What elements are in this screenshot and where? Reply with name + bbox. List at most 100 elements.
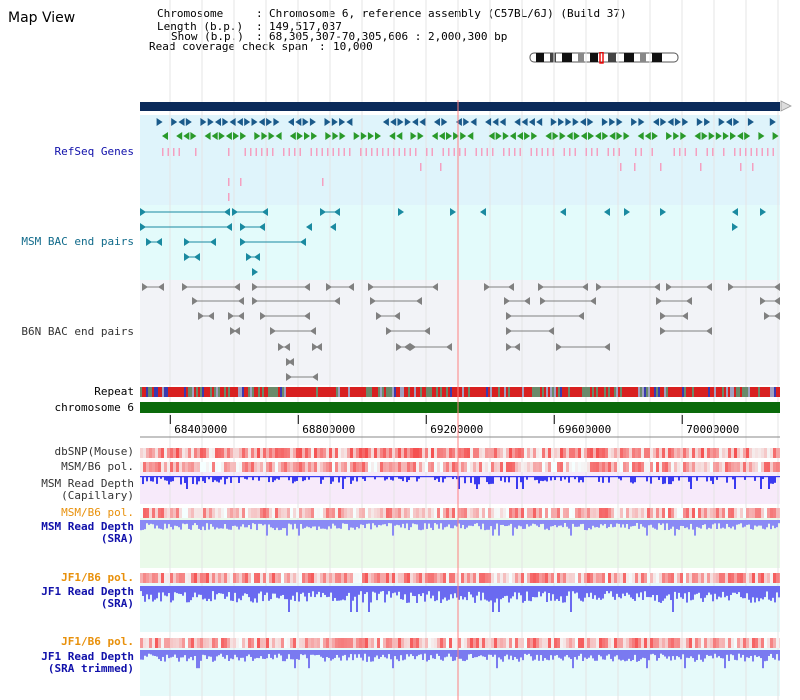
jf1-depth-sra-bar — [424, 586, 426, 602]
jf1-b6-pol-heat-cell — [614, 638, 617, 648]
refseq-transcript-tick — [442, 148, 444, 156]
jf1-b6-pol-heat-cell — [437, 573, 440, 583]
track-label-jf1-depth-trimmed[interactable]: JF1 Read Depth — [41, 650, 134, 663]
refseq-gene-mark — [438, 132, 445, 140]
refseq-gene-mark — [325, 132, 332, 140]
refseq-gene-mark — [638, 118, 645, 126]
jf1-b6-pol-heat-cell — [761, 573, 764, 583]
msm-b6-pol-heat-cell — [650, 462, 653, 472]
jf1-depth-trimmed-bar — [480, 650, 482, 656]
track-label-msm-depth-sra[interactable]: MSM Read Depth — [41, 520, 134, 533]
msm-b6-pol-heat-cell — [470, 508, 473, 518]
jf1-depth-trimmed-bar — [730, 650, 732, 655]
msm-depth-capillary-bar — [222, 476, 224, 478]
track-label-msm-bac[interactable]: MSM BAC end pairs — [21, 235, 134, 248]
msm-b6-pol-heat-cell — [554, 508, 557, 518]
refseq-gene-mark — [722, 132, 729, 140]
repeat-segment — [444, 387, 446, 397]
jf1-b6-pol-heat-cell — [737, 638, 740, 648]
track-label-jf1-b6-pol-1[interactable]: JF1/B6 pol. — [61, 571, 134, 584]
track-label-jf1-b6-pol-2[interactable]: JF1/B6 pol. — [61, 635, 134, 648]
jf1-depth-sra-bar — [272, 586, 274, 594]
refseq-gene-mark — [680, 132, 687, 140]
repeat-segment — [706, 387, 708, 397]
refseq-gene-mark — [499, 118, 506, 126]
dbsnp-heat-cell — [713, 448, 716, 458]
repeat-segment — [378, 387, 380, 397]
msm-b6-pol-heat-cell — [374, 508, 377, 518]
msm-depth-sra-bar — [634, 520, 636, 526]
msm-b6-pol-heat-cell — [281, 508, 284, 518]
refseq-transcript-tick — [596, 148, 598, 156]
repeat-segment — [164, 387, 166, 397]
dbsnp-heat-cell — [620, 448, 623, 458]
track-label-b6n-bac[interactable]: B6N BAC end pairs — [21, 325, 134, 338]
jf1-depth-trimmed-bar — [568, 650, 570, 658]
jf1-b6-pol-heat-cell — [746, 638, 749, 648]
track-label-refseq[interactable]: RefSeq Genes — [54, 145, 134, 158]
msm-depth-capillary-bar — [376, 476, 378, 478]
jf1-b6-pol-heat-cell — [542, 573, 545, 583]
jf1-depth-trimmed-bar — [154, 650, 156, 657]
track-label-msm-b6-pol-1[interactable]: MSM/B6 pol. — [61, 460, 134, 473]
jf1-depth-trimmed-bar — [464, 650, 466, 662]
msm-depth-capillary-bar — [648, 476, 650, 478]
repeat-segment — [678, 387, 680, 397]
repeat-segment — [222, 387, 224, 397]
msm-depth-capillary-bar — [284, 476, 286, 478]
msm-b6-pol-heat-cell — [758, 508, 761, 518]
repeat-segment — [548, 387, 550, 397]
repeat-segment — [482, 387, 484, 397]
track-label-msm-depth-capillary[interactable]: MSM Read Depth — [41, 477, 134, 490]
jf1-b6-pol-heat-cell — [482, 638, 485, 648]
track-label-msm-b6-pol-2[interactable]: MSM/B6 pol. — [61, 506, 134, 519]
msm-b6-pol-heat-cell — [599, 462, 602, 472]
jf1-depth-trimmed-bar — [680, 650, 682, 660]
msm-bac-pair — [240, 223, 246, 231]
jf1-b6-pol-heat-cell — [509, 573, 512, 583]
msm-depth-capillary-bar — [354, 476, 356, 478]
msm-depth-capillary-bar — [204, 476, 206, 484]
msm-depth-sra-bar — [168, 520, 170, 525]
dbsnp-heat-cell — [299, 448, 302, 458]
msm-depth-sra-bar — [348, 520, 350, 531]
jf1-depth-trimmed-bar — [420, 650, 422, 655]
jf1-b6-pol-heat-cell — [281, 573, 284, 583]
repeat-segment — [350, 387, 352, 397]
msm-depth-sra-bar — [488, 520, 490, 530]
repeat-segment — [192, 387, 194, 397]
msm-depth-sra-bar — [446, 520, 448, 527]
msm-depth-sra-bar — [318, 520, 320, 527]
jf1-b6-pol-heat-cell — [416, 573, 419, 583]
repeat-segment — [298, 387, 300, 397]
dbsnp-heat-cell — [356, 448, 359, 458]
track-label-dbsnp[interactable]: dbSNP(Mouse) — [54, 445, 134, 458]
jf1-b6-pol-heat-cell — [629, 573, 632, 583]
b6n-bac-pair — [548, 327, 554, 335]
msm-depth-sra-bar — [340, 520, 342, 529]
msm-depth-capillary-bar — [274, 476, 276, 481]
msm-b6-pol-heat-cell — [524, 462, 527, 472]
jf1-b6-pol-heat-cell — [668, 638, 671, 648]
msm-b6-pol-heat-cell — [197, 508, 200, 518]
genome-track-viewer[interactable] — [140, 0, 780, 700]
dbsnp-heat-cell — [413, 448, 416, 458]
jf1-b6-pol-heat-cell — [233, 573, 236, 583]
scroll-right-icon[interactable] — [780, 100, 792, 112]
track-label-jf1-depth-sra[interactable]: JF1 Read Depth — [41, 585, 134, 598]
repeat-segment — [742, 387, 744, 397]
jf1-depth-sra-bar — [342, 586, 344, 600]
msm-depth-capillary-bar — [266, 476, 268, 478]
chromosome-ideogram[interactable] — [528, 52, 682, 64]
msm-depth-capillary-bar — [734, 476, 736, 489]
jf1-b6-pol-heat-cell — [740, 573, 743, 583]
dbsnp-heat-cell — [350, 448, 353, 458]
refseq-gene-mark — [602, 132, 609, 140]
msm-depth-sra-bar — [150, 520, 152, 524]
msm-depth-sra-bar — [238, 520, 240, 530]
msm-depth-capillary-bar — [260, 476, 262, 478]
track-label-repeat[interactable]: Repeat — [94, 385, 134, 398]
msm-b6-pol-heat-cell — [653, 508, 656, 518]
jf1-depth-sra-bar — [276, 586, 278, 598]
jf1-depth-trimmed-bar — [744, 650, 746, 662]
